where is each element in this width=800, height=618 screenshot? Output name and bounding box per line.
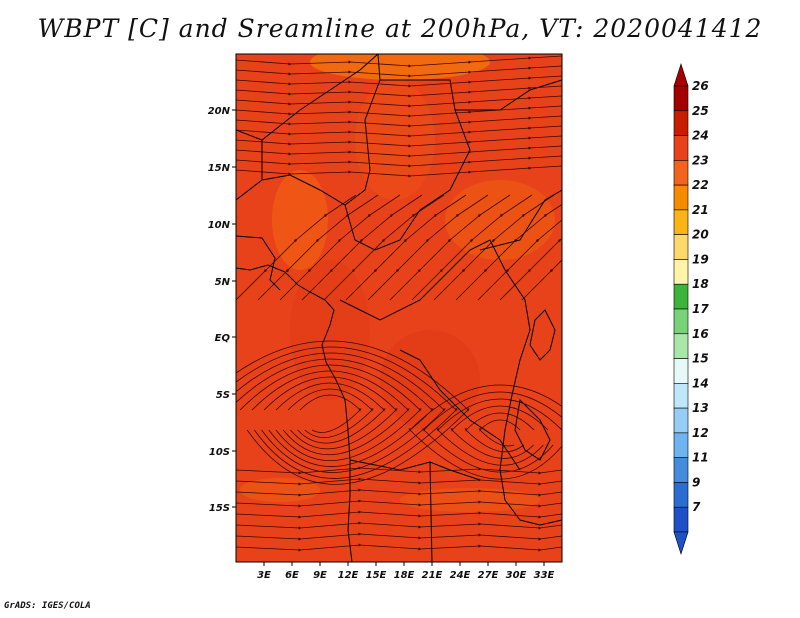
streamline: [521, 214, 562, 301]
colorbar-swatch: [673, 259, 689, 285]
streamline: [236, 75, 562, 88]
colorbar-label: 15: [692, 352, 709, 366]
colorbar-swatch: [673, 383, 689, 409]
colorbar-label: 12: [692, 426, 709, 440]
streamline: [236, 521, 562, 530]
colorbar-max-arrow: [673, 63, 689, 87]
colorbar: 26 25 24 23 22 21 20 19 18 17 16 15 14 13 12 11 9 7: [673, 63, 709, 555]
streamline: [236, 358, 434, 467]
colorbar-label: 13: [692, 401, 709, 415]
streamline: [236, 115, 562, 128]
lon-label: 12E: [338, 570, 359, 581]
lon-label: 30E: [506, 570, 527, 581]
lon-axis: 3E 6E 9E 12E 15E 18E 21E 24E 27E 30E 33E: [257, 562, 555, 581]
map-frame: [235, 53, 563, 563]
streamline: [236, 95, 562, 108]
lat-label: 15S: [209, 503, 230, 514]
colorbar-label: 25: [692, 104, 709, 118]
streamline: [408, 384, 562, 480]
lat-label: 15N: [208, 163, 231, 174]
lat-label: 5S: [216, 390, 230, 401]
colorbar-min-arrow: [673, 531, 689, 555]
colorbar-label: 19: [692, 252, 709, 266]
streamline: [236, 543, 562, 552]
streamline: [236, 510, 562, 519]
streamline: [287, 388, 374, 438]
colorbar-label: 18: [692, 277, 709, 291]
lon-label: 18E: [394, 570, 415, 581]
streamline: [236, 125, 562, 138]
colorbar-label: 14: [692, 376, 709, 390]
chart-title: WBPT [C] and Sreamline at 200hPa, VT: 20…: [37, 14, 763, 43]
streamline: [251, 370, 410, 455]
lat-label: 10N: [208, 220, 231, 231]
lon-label: 6E: [285, 570, 299, 581]
streamline: [422, 391, 562, 473]
streamline: [299, 394, 362, 433]
lat-label: 20N: [208, 106, 231, 117]
colorbar-label: 16: [692, 327, 709, 341]
colorbar-label: 17: [692, 302, 709, 316]
colorbar-label: 22: [692, 178, 709, 192]
streamlines: [236, 55, 562, 552]
colorbar-swatch: [673, 110, 689, 136]
colorbar-swatch: [673, 506, 689, 533]
lon-label: 21E: [422, 570, 443, 581]
lon-label: 9E: [313, 570, 327, 581]
colorbar-swatch: [673, 308, 689, 335]
colorbar-swatch: [673, 457, 689, 483]
colorbar-swatch: [673, 432, 689, 458]
credit-label: GrADS: IGES/COLA: [4, 601, 91, 611]
streamline: [236, 105, 562, 118]
colorbar-swatch: [673, 209, 689, 235]
streamline: [239, 364, 422, 462]
streamline: [236, 135, 562, 148]
streamline: [450, 405, 549, 459]
colorbar-swatch: [673, 482, 689, 508]
lon-label: 33E: [534, 570, 555, 581]
colorbar-swatch: [673, 358, 689, 384]
colorbar-label: 9: [692, 475, 700, 489]
streamline: [236, 466, 562, 475]
lon-label: 15E: [366, 570, 387, 581]
colorbar-swatch: [673, 184, 689, 211]
colorbar-swatch: [673, 333, 689, 359]
streamline: [275, 382, 386, 444]
streamline: [436, 398, 562, 466]
streamline: [236, 145, 562, 158]
streamline: [236, 85, 562, 98]
colorbar-swatch: [673, 407, 689, 434]
streamline: [263, 376, 398, 450]
streamline: [236, 477, 562, 486]
lat-axis: 20N 15N 10N 5N EQ 5S 10S 15S: [208, 106, 236, 514]
colorbar-label: 26: [692, 79, 709, 93]
streamline: [236, 55, 562, 68]
colorbar-swatch: [673, 234, 689, 260]
lon-label: 24E: [450, 570, 471, 581]
colorbar-label: 24: [692, 129, 709, 143]
colorbar-swatch: [673, 160, 689, 186]
colorbar-label: 23: [692, 153, 709, 167]
streamline: [236, 488, 562, 497]
lon-label: 3E: [257, 570, 271, 581]
lat-label: EQ: [215, 333, 231, 344]
colorbar-label: 11: [692, 451, 709, 465]
streamline: [236, 532, 562, 541]
lon-label: 27E: [478, 570, 499, 581]
colorbar-label: 21: [692, 203, 709, 217]
streamline: [236, 499, 562, 508]
colorbar-swatch: [673, 85, 689, 112]
streamline: [478, 419, 521, 447]
lat-label: 10S: [209, 447, 230, 458]
coastlines: [236, 54, 562, 562]
streamline: [236, 65, 562, 78]
colorbar-swatch: [673, 135, 689, 161]
colorbar-label: 7: [692, 500, 701, 514]
colorbar-label: 20: [692, 228, 709, 242]
colorbar-swatch: [673, 283, 689, 310]
lat-label: 5N: [215, 277, 231, 288]
streamline: [236, 155, 562, 168]
streamline: [236, 165, 562, 178]
